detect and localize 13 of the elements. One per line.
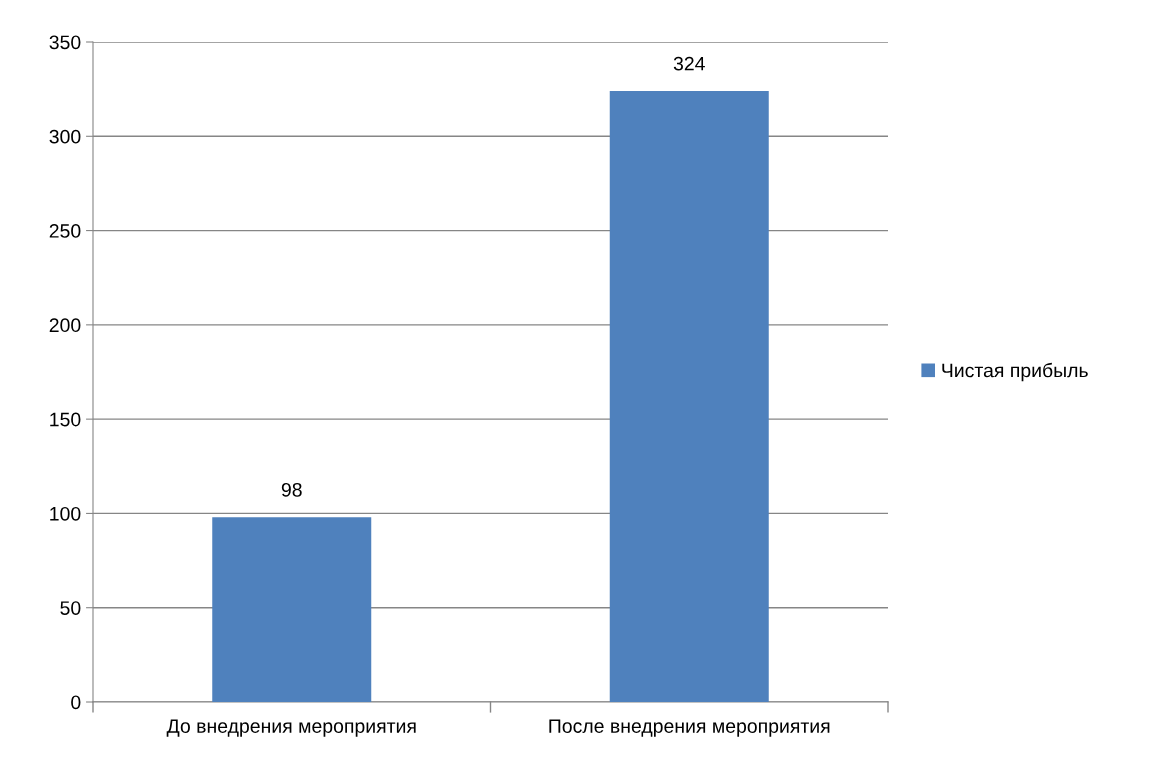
y-tick-label: 350	[49, 35, 81, 50]
y-tick-label: 50	[60, 601, 81, 615]
y-tick-label: 100	[50, 506, 81, 521]
y-tick-label: 0	[71, 695, 81, 710]
y-tick-label: 300	[49, 129, 81, 144]
legend-label: Чистая прибыль	[942, 362, 1088, 382]
x-tick-label: До внедрения мероприятия	[166, 719, 416, 737]
y-tick-label: 150	[50, 412, 81, 427]
y-tick-label: 200	[49, 318, 81, 333]
data-label: 98	[281, 482, 302, 497]
y-tick-label: 250	[49, 224, 81, 238]
data-label: 324	[673, 56, 705, 71]
x-tick-label: После внедрения мероприятия	[549, 719, 830, 737]
